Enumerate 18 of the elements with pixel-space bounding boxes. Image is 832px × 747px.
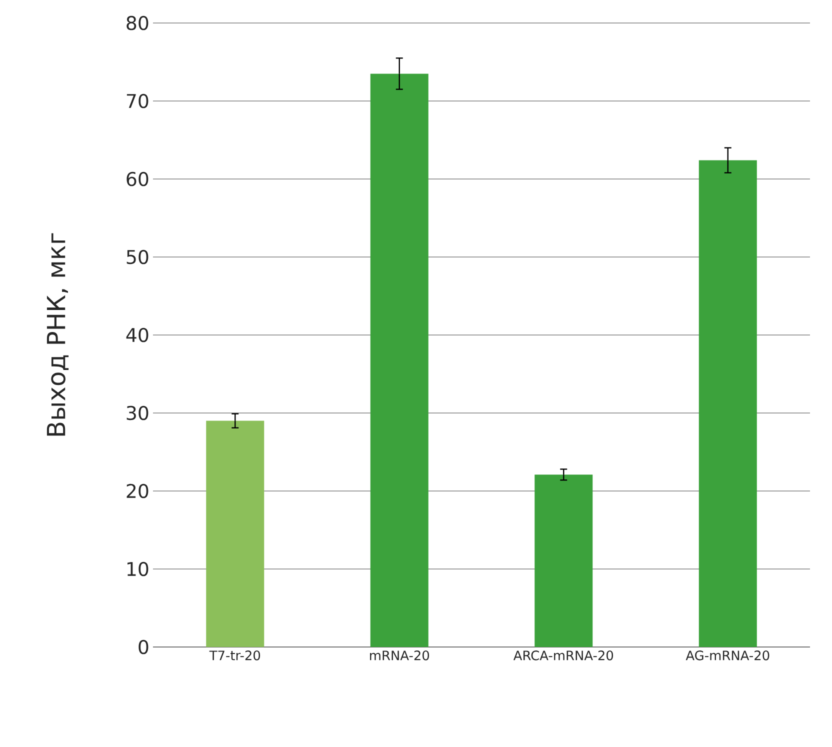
y-tick-label: 10 xyxy=(127,562,148,576)
y-tick-label: 30 xyxy=(126,406,148,420)
y-axis-title: Выход РНК, мкг xyxy=(46,233,69,436)
bar xyxy=(206,420,264,647)
x-tick-label: mRNA-20 xyxy=(370,650,430,660)
y-tick-label: 40 xyxy=(126,328,148,342)
bar xyxy=(370,74,428,647)
y-tick-label: 20 xyxy=(126,484,148,498)
x-tick-label: T7-tr-20 xyxy=(209,650,260,660)
x-tick-label: AG-mRNA-20 xyxy=(686,650,770,660)
y-tick-label: 70 xyxy=(126,94,148,108)
y-tick-label: 50 xyxy=(126,250,148,264)
y-tick-label: 60 xyxy=(126,172,148,186)
y-tick-label: 80 xyxy=(126,16,148,30)
bar xyxy=(698,160,757,647)
x-tick-label: ARCA-mRNA-20 xyxy=(513,650,614,660)
y-tick-label: 0 xyxy=(138,640,148,654)
bar xyxy=(534,474,593,647)
